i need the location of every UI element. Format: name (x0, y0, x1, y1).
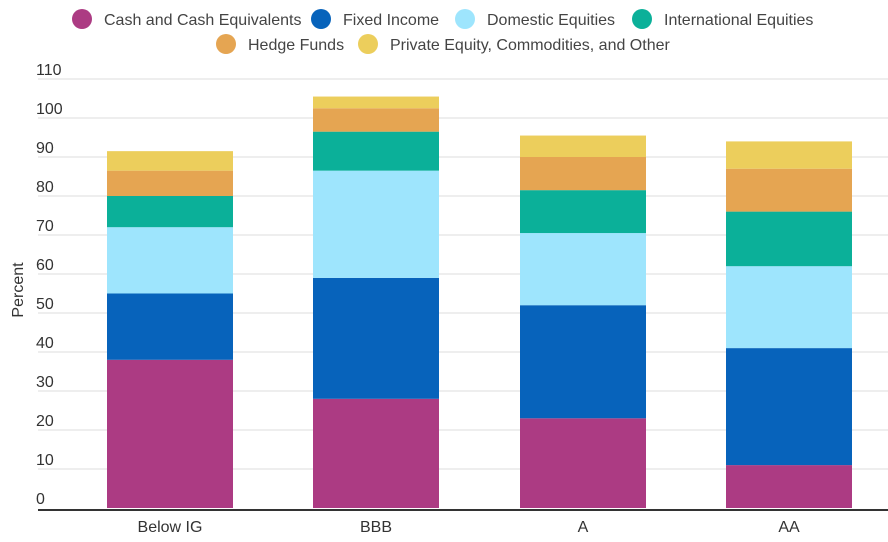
y-tick-label: 80 (36, 179, 54, 196)
legend-swatch (455, 9, 475, 29)
legend-item-label: Cash and Cash Equivalents (104, 12, 301, 29)
bar-segment (107, 227, 233, 294)
x-tick-label: Below IG (138, 519, 203, 536)
bar-segment (107, 151, 233, 171)
bar-segment (520, 190, 646, 234)
y-tick-label: 30 (36, 374, 54, 391)
bar-segment (520, 157, 646, 191)
legend-item-label: Private Equity, Commodities, and Other (390, 37, 670, 54)
bar-segment (726, 465, 852, 508)
legend-swatch (72, 9, 92, 29)
legend-item-label: Domestic Equities (487, 12, 615, 29)
bar-segment (107, 359, 233, 508)
bar-segment (520, 135, 646, 157)
bar-segment (107, 293, 233, 360)
bar-segment (107, 196, 233, 228)
y-tick-label: 70 (36, 218, 54, 235)
legend-item-label: International Equities (664, 12, 813, 29)
chart-legend: Cash and Cash Equivalents Fixed Income Dom… (72, 9, 813, 54)
bar-segment (313, 277, 439, 399)
legend-item-label: Hedge Funds (248, 37, 344, 54)
bar-segment (313, 398, 439, 508)
x-tick-label: BBB (360, 519, 392, 536)
y-tick-label: 0 (36, 491, 45, 508)
bar-segment (313, 108, 439, 132)
bar-segment (726, 141, 852, 169)
bar-segment (726, 348, 852, 466)
y-tick-label: 90 (36, 140, 54, 157)
bar-segment (107, 170, 233, 196)
y-tick-label: 100 (36, 101, 63, 118)
y-axis-ticks: 0 10 20 30 40 50 60 70 80 90 100 110 (36, 62, 63, 508)
bar-segment (726, 266, 852, 349)
bar-segment (726, 168, 852, 212)
y-tick-label: 60 (36, 257, 54, 274)
bar-segment (520, 418, 646, 508)
legend-swatch (311, 9, 331, 29)
x-tick-label: AA (778, 519, 800, 536)
bar-segment (313, 131, 439, 171)
legend-item-label: Fixed Income (343, 12, 439, 29)
y-tick-label: 10 (36, 452, 54, 469)
x-axis-labels: Below IG BBB A AA (138, 519, 800, 536)
bar-segment (313, 96, 439, 109)
legend-swatch (216, 34, 236, 54)
bar-segment (313, 170, 439, 278)
bar-segment (520, 233, 646, 306)
y-tick-label: 50 (36, 296, 54, 313)
y-tick-label: 40 (36, 335, 54, 352)
bar-segment (520, 305, 646, 419)
legend-swatch (632, 9, 652, 29)
y-axis-title: Percent (10, 262, 27, 318)
x-tick-label: A (578, 519, 589, 536)
y-tick-label: 110 (36, 62, 62, 79)
bar-segment (726, 211, 852, 267)
legend-swatch (358, 34, 378, 54)
y-tick-label: 20 (36, 413, 54, 430)
bars (107, 96, 852, 508)
